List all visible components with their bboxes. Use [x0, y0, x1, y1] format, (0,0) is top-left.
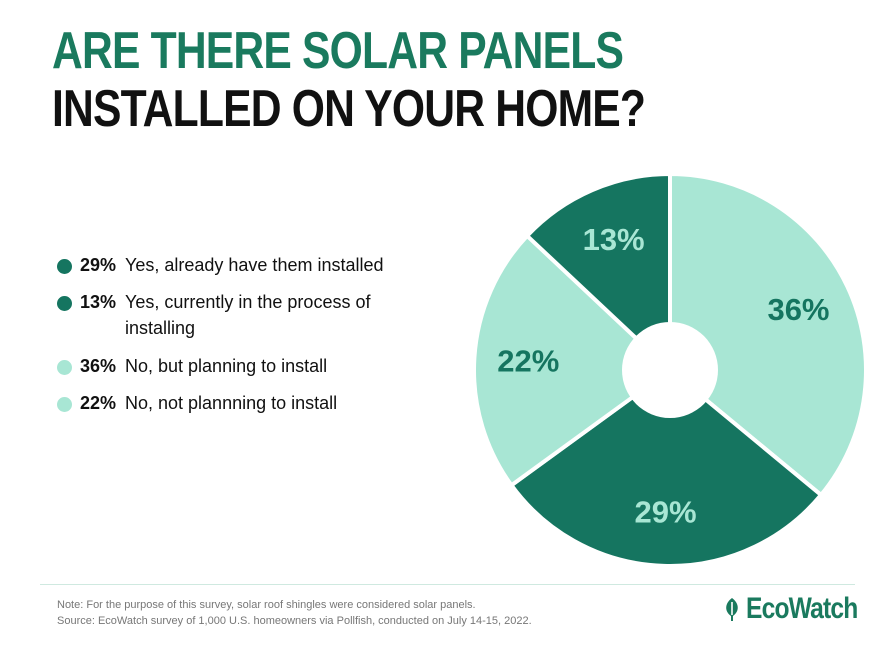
- bullet-dot-icon: [57, 360, 72, 375]
- legend-item: 36% No, but planning to install: [57, 356, 437, 379]
- legend-item: 22% No, not plannning to install: [57, 393, 437, 416]
- survey-source: Source: EcoWatch survey of 1,000 U.S. ho…: [57, 615, 532, 627]
- donut-chart: 36% 29% 22% 13%: [472, 172, 868, 568]
- slice-label: 36%: [767, 292, 829, 327]
- legend-percent: 36%: [80, 356, 117, 376]
- legend: 29% Yes, already have them installed 13%…: [57, 255, 437, 431]
- logo-text: EcoWatch: [746, 592, 858, 625]
- legend-label: No, not plannning to install: [125, 393, 338, 413]
- survey-note: Note: For the purpose of this survey, so…: [57, 599, 476, 611]
- slice-label: 29%: [635, 494, 697, 529]
- bullet-dot-icon: [57, 259, 72, 274]
- pie-slice: [525, 172, 672, 372]
- chart-title: ARE THERE SOLAR PANELS INSTALLED ON YOUR…: [52, 22, 646, 138]
- bullet-dot-icon: [57, 397, 72, 412]
- slice-label: 13%: [583, 222, 645, 257]
- ecowatch-logo: EcoWatch: [722, 592, 882, 626]
- pie-slice: [509, 368, 824, 568]
- legend-item: 13% Yes, currently in the process of ins…: [57, 292, 437, 341]
- legend-label: Yes, currently in the process of install…: [125, 292, 371, 338]
- legend-percent: 22%: [80, 393, 117, 413]
- slice-label: 22%: [497, 344, 559, 379]
- legend-label: Yes, already have them installed: [125, 255, 384, 275]
- bullet-dot-icon: [57, 296, 72, 311]
- legend-label: No, but planning to install: [125, 356, 328, 376]
- footer-notes: Note: For the purpose of this survey, so…: [57, 597, 532, 629]
- legend-percent: 29%: [80, 255, 117, 275]
- legend-item: 29% Yes, already have them installed: [57, 255, 437, 278]
- pie-slice: [668, 172, 868, 497]
- legend-percent: 13%: [80, 292, 117, 312]
- donut-hole: [622, 322, 718, 418]
- title-line-2: INSTALLED ON YOUR HOME?: [52, 80, 646, 138]
- leaf-icon: [726, 598, 738, 621]
- title-line-1: ARE THERE SOLAR PANELS: [52, 22, 624, 80]
- pie-slice: [472, 233, 672, 488]
- footer-divider: [40, 584, 855, 585]
